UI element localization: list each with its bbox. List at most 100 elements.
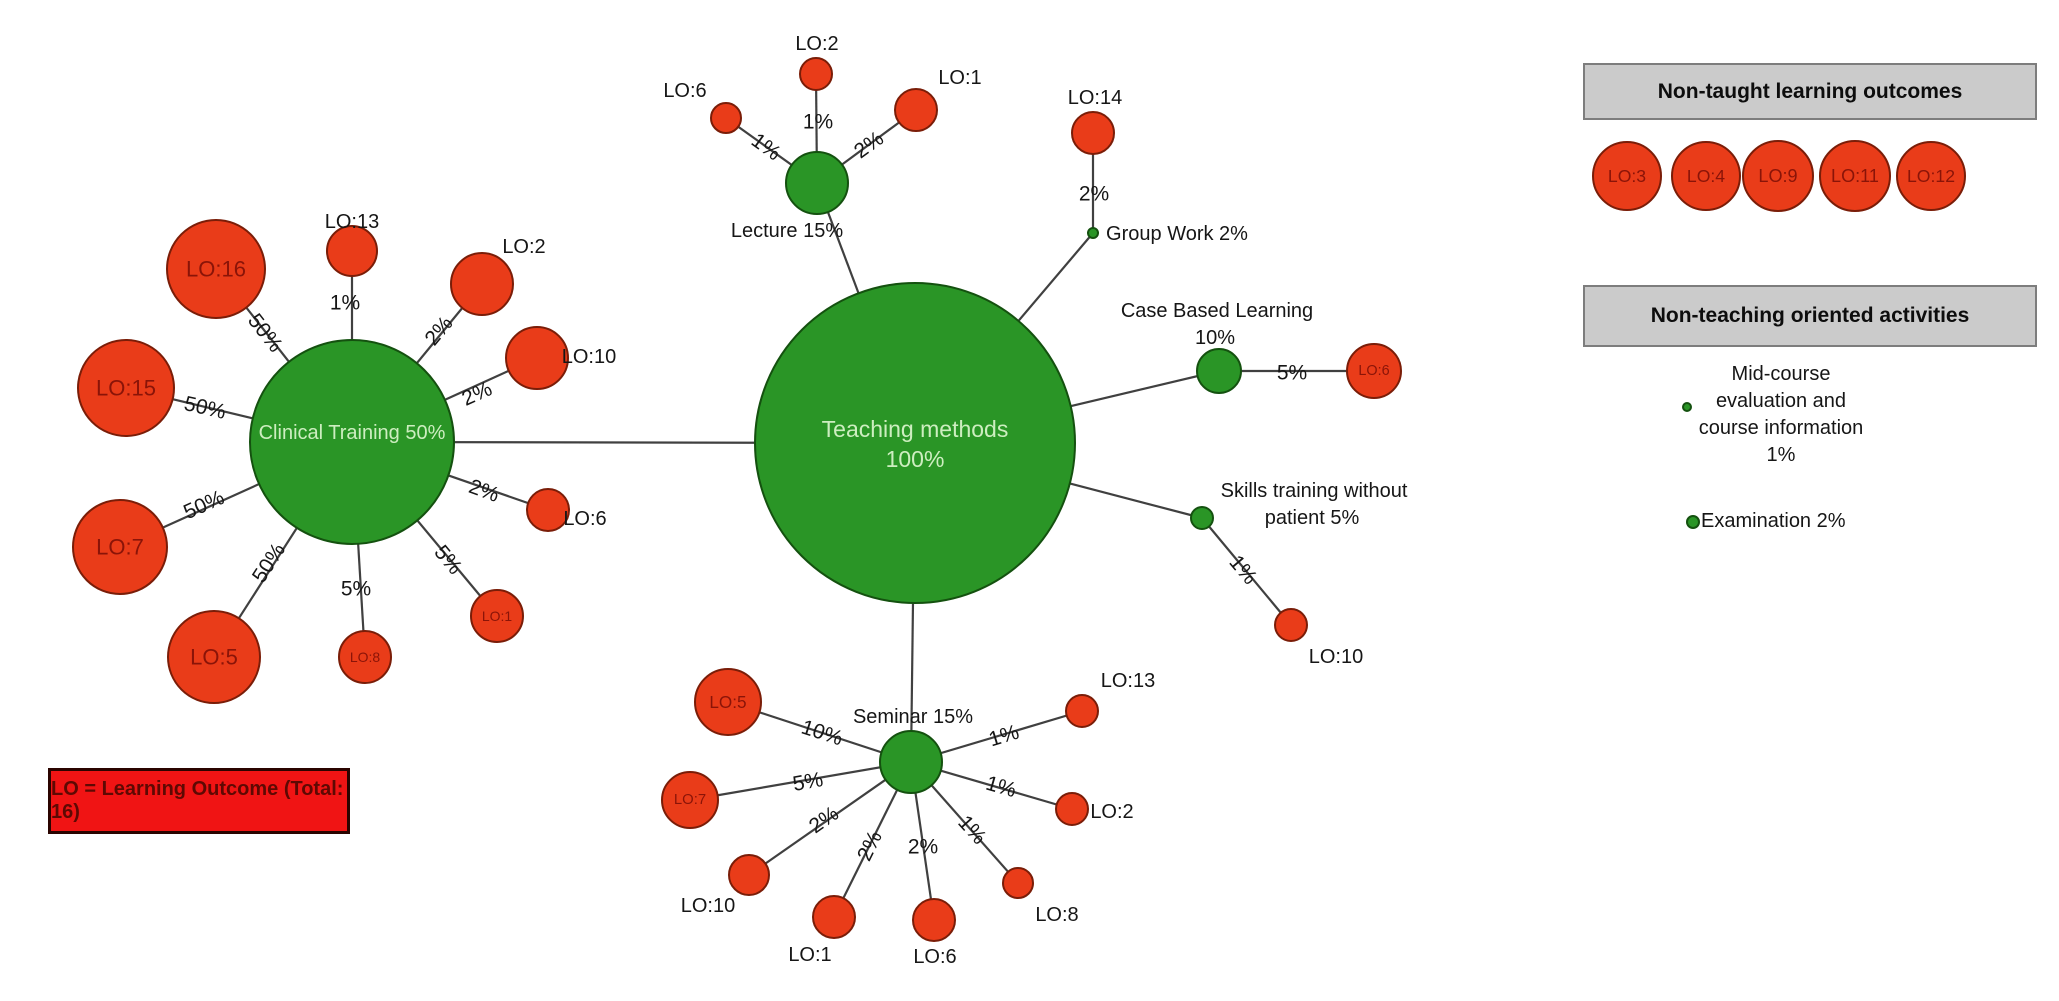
outcome-label-clinical-training-lo-5: LO:5 [190, 645, 238, 670]
bubble-label-teaching-methods: Teaching methods [822, 416, 1009, 442]
bubble-teaching-methods [754, 282, 1076, 604]
outcome-bubble-group-work-lo-14 [1071, 111, 1115, 155]
outcome-bubble-lo-4 [1671, 141, 1741, 211]
bubble-case-based-learning [1196, 348, 1242, 394]
outcome-bubble-clinical-training-lo-7 [72, 499, 168, 595]
outcome-bubble-clinical-training-lo-13 [326, 225, 378, 277]
outcome-label-clinical-training-lo-13: LO:13 [325, 211, 379, 233]
method-label-lecture: Lecture 15% [731, 220, 844, 242]
connector-line [748, 761, 912, 876]
outcome-label-seminar-lo-2: LO:2 [1090, 801, 1133, 823]
midcourse-pct: 1% [1766, 444, 1796, 466]
outcome-label-seminar-lo-6: LO:6 [913, 946, 956, 968]
bubble-clinical-training [249, 339, 455, 545]
connector-line [689, 760, 912, 802]
outcome-label-seminar-lo-13: LO:13 [1101, 670, 1155, 692]
outcome-bubble-clinical-training-lo-5 [167, 610, 261, 704]
panel-header-non-taught: Non-taught learning outcomes [1583, 63, 2037, 120]
outcome-label-clinical-training-lo-16: LO:16 [186, 257, 246, 282]
pct-label-seminar-lo-5: 10% [798, 716, 845, 751]
pct-label-case-based-learning-lo-6: 5% [1277, 362, 1307, 385]
outcome-label-lo-11: LO:11 [1831, 166, 1879, 186]
bubble-skills-training-without-patient [1190, 506, 1214, 530]
outcome-bubble-seminar-lo-6 [912, 898, 956, 942]
pct-label-clinical-training-lo-13: 1% [330, 292, 360, 315]
outcome-label-seminar-lo-10: LO:10 [681, 895, 735, 917]
method-label2-case-based-learning: 10% [1195, 327, 1235, 349]
outcome-bubble-lecture-lo-1 [894, 88, 938, 132]
method-label-seminar: Seminar 15% [853, 706, 973, 728]
outcome-bubble-lo-3 [1592, 141, 1662, 211]
bubble-lecture [785, 151, 849, 215]
outcome-label-clinical-training-lo-1: LO:1 [482, 608, 512, 624]
examination-dot [1686, 515, 1700, 529]
cluster-skills-training-without-patient [1190, 506, 1308, 642]
outcome-label-clinical-training-lo-10: LO:10 [562, 346, 616, 368]
outcome-bubble-clinical-training-lo-1 [470, 589, 524, 643]
outcome-label-clinical-training-lo-15: LO:15 [96, 376, 156, 401]
method-label2-skills-training-without-patient: patient 5% [1265, 507, 1360, 529]
pct-label-lecture-lo-2: 1% [803, 111, 833, 134]
outcome-bubble-seminar-lo-10 [728, 854, 770, 896]
pct-label-clinical-training-lo-15: 50% [182, 392, 228, 424]
pct-label-clinical-training-lo-8: 5% [341, 578, 371, 601]
outcome-bubble-lecture-lo-2 [799, 57, 833, 91]
outcome-bubble-lo-9 [1742, 140, 1814, 212]
outcome-label-lo-9: LO:9 [1758, 166, 1797, 186]
pct-label-clinical-training-lo-6: 2% [466, 475, 502, 507]
cluster-clinical-training [72, 219, 570, 704]
outcome-label-clinical-training-lo-6: LO:6 [563, 508, 606, 530]
outcome-bubble-seminar-lo-5 [694, 668, 762, 736]
bubble-label-clinical-training: Clinical Training 50% [259, 422, 446, 444]
pct-label-seminar-lo-2: 1% [983, 772, 1019, 802]
outcome-label-lecture-lo-6: LO:6 [663, 80, 706, 102]
bubble-group-work [1087, 227, 1099, 239]
pct-label-clinical-training-lo-7: 50% [180, 486, 228, 524]
examination-activity-label: Examination 2% [1701, 510, 1846, 532]
outcome-bubble-seminar-lo-13 [1065, 694, 1099, 728]
outcome-bubble-seminar-lo-2 [1055, 792, 1089, 826]
outcome-label-seminar-lo-5: LO:5 [709, 692, 746, 712]
pct-label-group-work-lo-14: 2% [1079, 183, 1109, 206]
connector-line [1201, 517, 1292, 626]
pct-label-seminar-lo-6: 2% [908, 836, 938, 859]
outcome-bubble-clinical-training-lo-16 [166, 219, 266, 319]
outcome-bubble-clinical-training-lo-6 [526, 488, 570, 532]
cluster-case-based-learning [1196, 343, 1402, 399]
outcome-label-lecture-lo-2: LO:2 [795, 33, 838, 55]
outcome-label-lo-3: LO:3 [1608, 166, 1646, 186]
outcome-bubble-clinical-training-lo-15 [77, 339, 175, 437]
midcourse-activity-label: Mid-course evaluation and course informa… [1621, 361, 1941, 469]
outcome-bubble-seminar-lo-1 [812, 895, 856, 939]
non-taught-outcomes-group [1592, 140, 1966, 212]
pct-label-clinical-training-lo-2: 2% [420, 312, 457, 350]
method-label-skills-training-without-patient: Skills training without [1221, 480, 1408, 502]
outcome-label-clinical-training-lo-8: LO:8 [350, 649, 380, 665]
pct-label-seminar-lo-1: 2% [853, 827, 887, 864]
outcome-bubble-clinical-training-lo-8 [338, 630, 392, 684]
bubble-seminar [879, 730, 943, 794]
midcourse-line-3: course information [1698, 417, 1864, 439]
pct-label-seminar-lo-7: 5% [791, 768, 825, 796]
cluster-group-work [1071, 111, 1115, 239]
panel-header-non-teaching: Non-teaching oriented activities [1583, 285, 2037, 347]
outcome-label-lecture-lo-1: LO:1 [938, 67, 981, 89]
pct-label-clinical-training-lo-10: 2% [458, 377, 495, 410]
outcome-label-lo-4: LO:4 [1687, 166, 1725, 186]
pct-label-seminar-lo-13: 1% [986, 721, 1022, 752]
pct-label-lecture-lo-6: 1% [747, 129, 785, 165]
pct-label-lecture-lo-1: 2% [850, 127, 888, 163]
outcome-bubble-case-based-learning-lo-6 [1346, 343, 1402, 399]
outcome-label-seminar-lo-7: LO:7 [674, 792, 706, 808]
outcome-bubble-clinical-training-lo-10 [505, 326, 569, 390]
outcome-bubble-lo-12 [1896, 141, 1966, 211]
midcourse-line-1: Mid-course [1731, 363, 1831, 385]
outcome-label-lo-12: LO:12 [1907, 166, 1955, 186]
cluster-seminar [661, 668, 1099, 942]
outcome-bubble-lo-11 [1819, 140, 1891, 212]
outcome-bubble-clinical-training-lo-2 [450, 252, 514, 316]
outcome-bubble-lecture-lo-6 [710, 102, 742, 134]
cluster-lecture [710, 57, 938, 215]
